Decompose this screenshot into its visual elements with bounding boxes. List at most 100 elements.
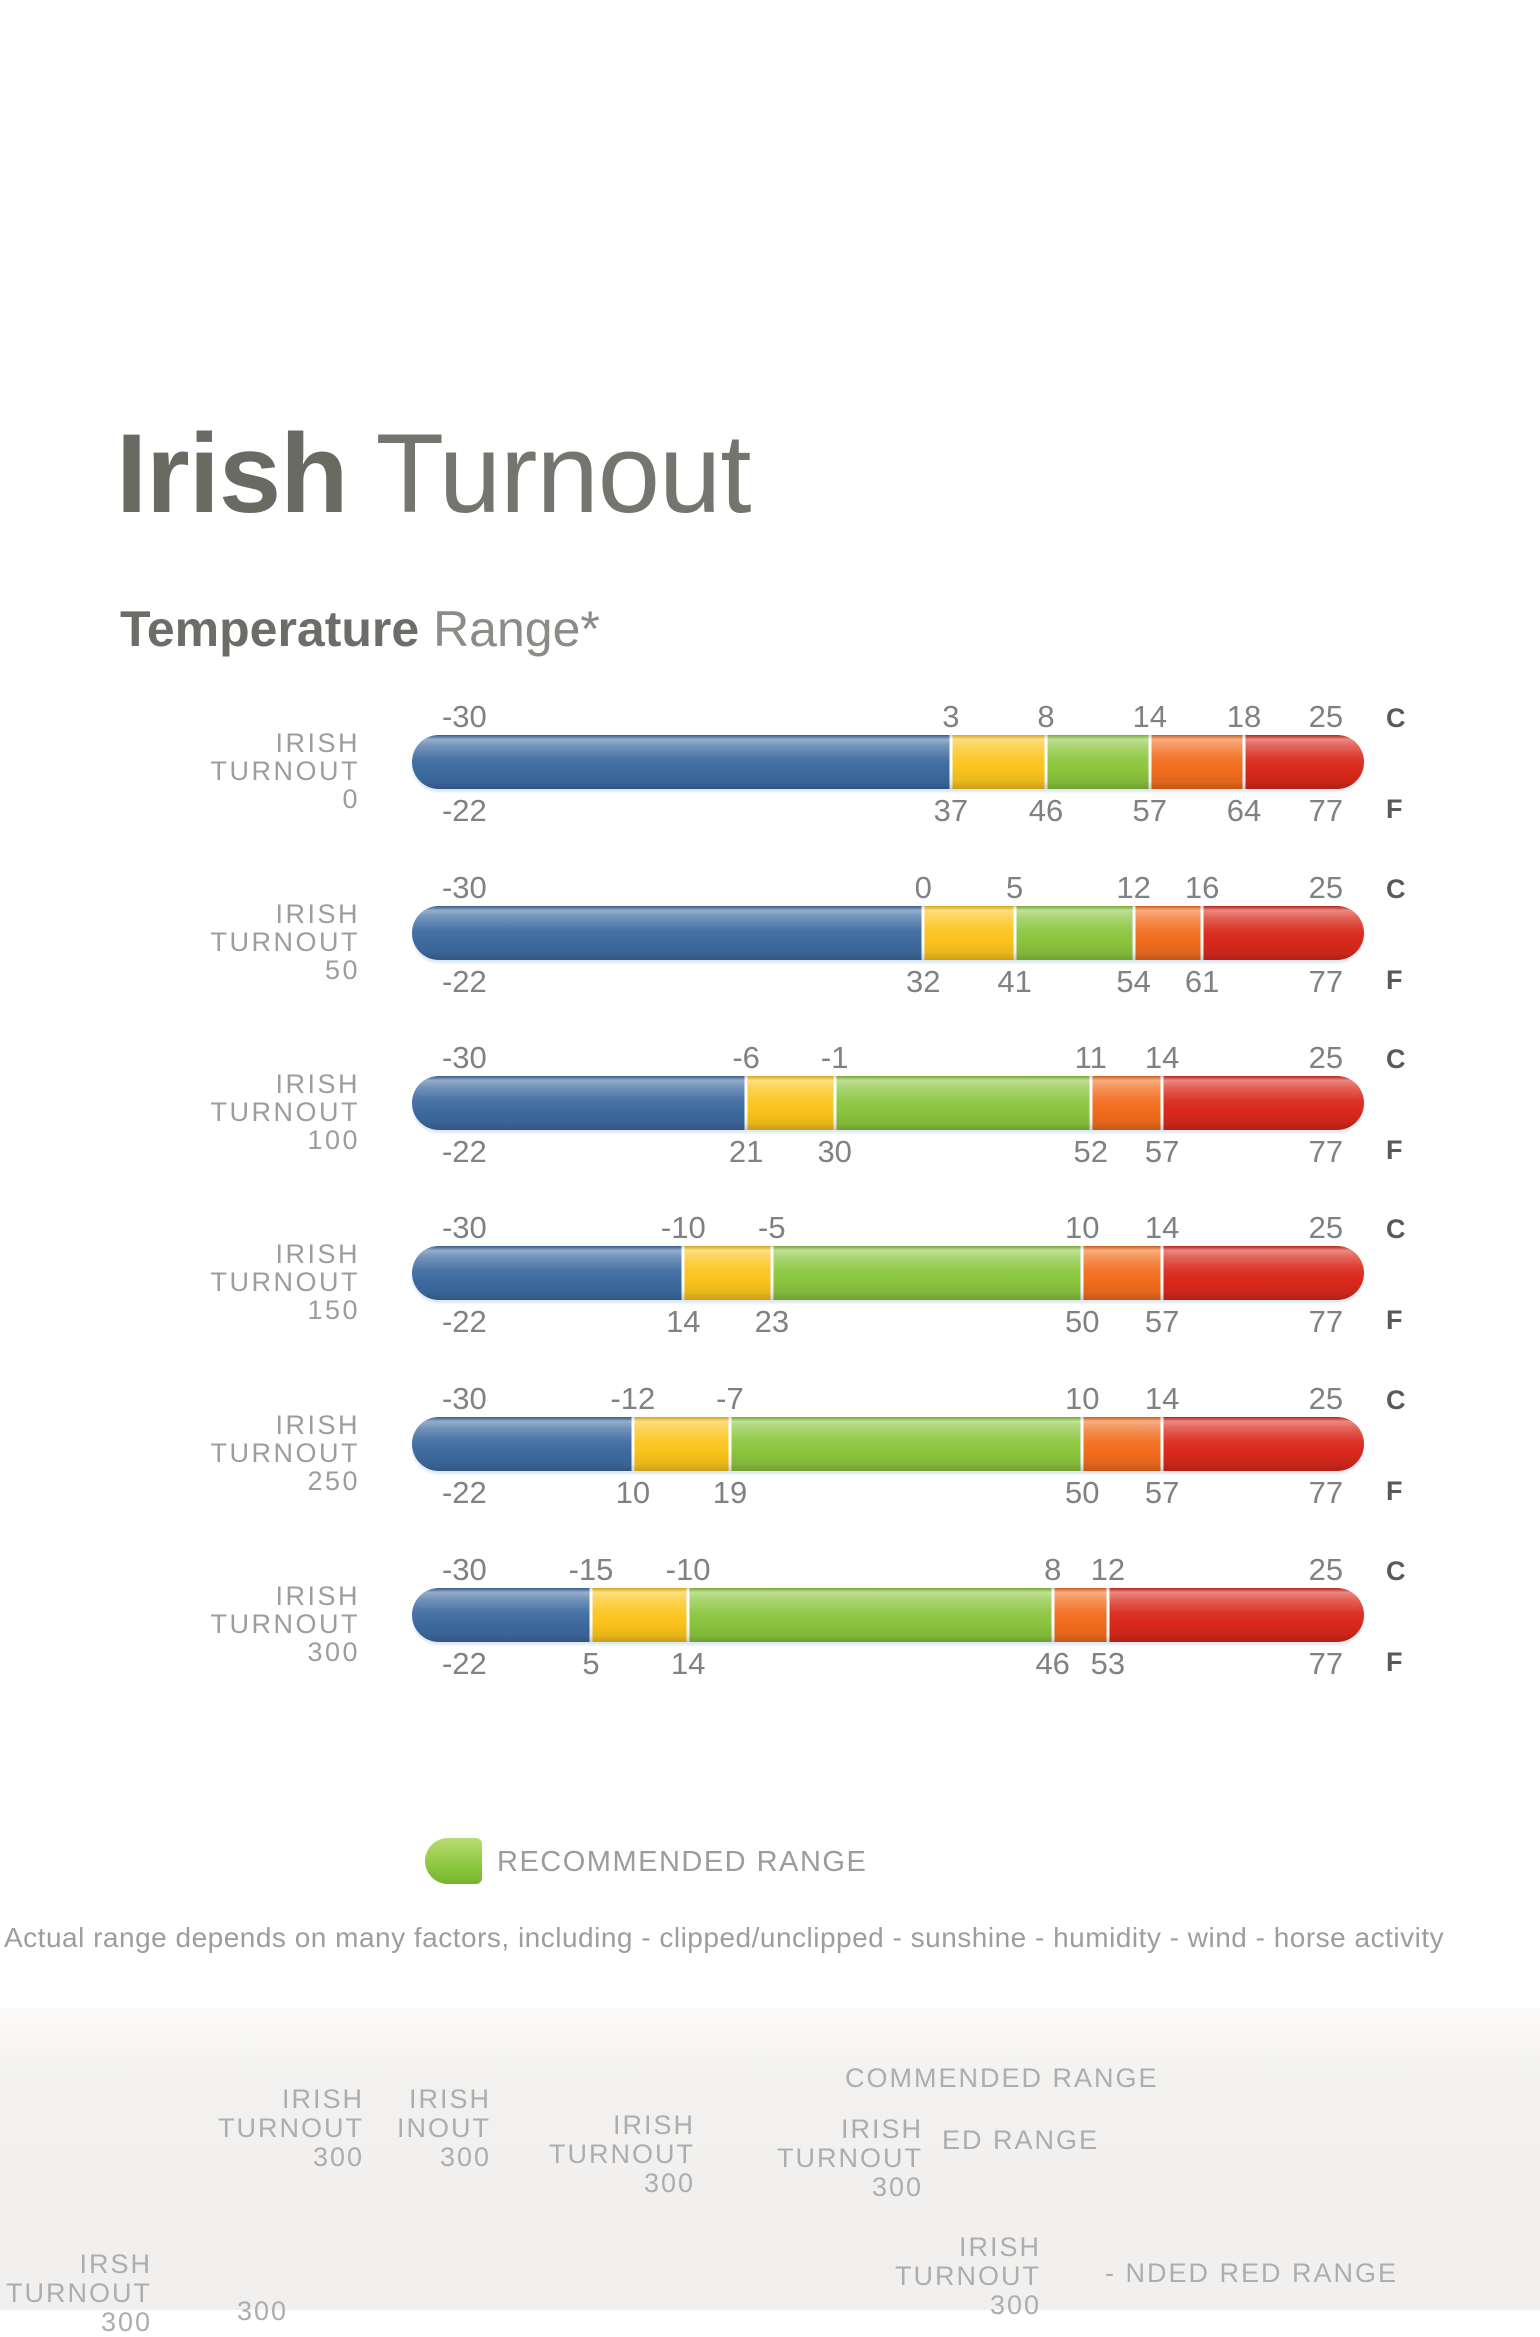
temperature-segment-orange [1082, 1246, 1163, 1300]
ghost-text-line: 300 [989, 2290, 1041, 2320]
ghost-text: IRISH TURNOUT 300 [549, 2111, 695, 2198]
celsius-value: 0 [914, 870, 932, 905]
product-label: IRISH TURNOUT 100 [58, 1070, 360, 1154]
celsius-value: 18 [1226, 699, 1262, 734]
celsius-value: 12 [1090, 1552, 1126, 1587]
segment-separator [770, 1246, 774, 1300]
fahrenheit-value: 41 [997, 964, 1032, 999]
chart-subtitle: Temperature Range* [120, 598, 600, 661]
celsius-value: -12 [610, 1381, 656, 1416]
temperature-segment-yellow [923, 906, 1015, 960]
ghost-text: ED RANGE [942, 2125, 1100, 2155]
segment-separator [1200, 906, 1204, 960]
temperature-bar [412, 735, 1364, 789]
segment-separator [728, 1417, 732, 1471]
temperature-segment-orange [1133, 906, 1203, 960]
ghost-text-line: TURNOUT [549, 2139, 695, 2169]
temperature-segment-red [1162, 1417, 1364, 1471]
ghost-text-line: 300 [312, 2142, 364, 2172]
segment-separator [1242, 735, 1246, 789]
recommended-range-label: RECOMMENDED RANGE [497, 1846, 868, 1878]
fahrenheit-value: 77 [1308, 793, 1344, 828]
celsius-value: 25 [1308, 1552, 1344, 1587]
ghost-text-line: 300 [871, 2172, 923, 2202]
temperature-segment-green-recommended [834, 1076, 1091, 1130]
celsius-value: -30 [441, 870, 487, 905]
product-label-line: IRISH [275, 1239, 360, 1269]
temperature-segment-yellow [590, 1588, 689, 1642]
segment-separator [1160, 1417, 1164, 1471]
product-label-line: IRISH [275, 1581, 360, 1611]
ghost-text-line: TURNOUT [218, 2113, 364, 2143]
temperature-segment-red [1162, 1246, 1364, 1300]
celsius-value: 14 [1132, 699, 1168, 734]
product-label: IRISH TURNOUT 150 [58, 1240, 360, 1324]
page-title: Irish Turnout [116, 404, 751, 544]
unit-celsius: C [1386, 1556, 1406, 1586]
recommended-range-swatch [425, 1838, 482, 1884]
unit-fahrenheit: F [1386, 1135, 1403, 1165]
temperature-segment-blue [412, 1246, 684, 1300]
temperature-segment-green-recommended [1046, 735, 1150, 789]
celsius-value: 8 [1044, 1552, 1062, 1587]
fahrenheit-value: 46 [1035, 1646, 1070, 1681]
fahrenheit-value: -22 [441, 793, 487, 828]
fahrenheit-value: 10 [615, 1475, 651, 1510]
celsius-value: 14 [1144, 1040, 1180, 1075]
fahrenheit-value: 61 [1184, 964, 1220, 999]
temperature-segment-blue [412, 735, 951, 789]
product-label-line: IRISH [275, 899, 360, 929]
product-label-line: TURNOUT [210, 1438, 360, 1468]
segment-separator [1080, 1417, 1084, 1471]
celsius-value: 11 [1074, 1040, 1107, 1075]
fahrenheit-value: -22 [441, 1475, 487, 1510]
fahrenheit-value: 52 [1073, 1134, 1109, 1169]
celsius-value: -5 [758, 1210, 786, 1245]
unit-fahrenheit: F [1386, 1476, 1403, 1506]
segment-separator [1051, 1588, 1055, 1642]
celsius-value: 25 [1308, 1210, 1344, 1245]
fahrenheit-value: -22 [441, 1134, 487, 1169]
segment-separator [1160, 1076, 1164, 1130]
segment-separator [921, 906, 925, 960]
ghost-text: IRSH TURNOUT 300 [6, 2250, 152, 2337]
product-label-line: IRISH [275, 728, 360, 758]
temperature-segment-orange [1090, 1076, 1163, 1130]
celsius-value: -30 [441, 1040, 487, 1075]
unit-celsius: C [1386, 1214, 1406, 1244]
celsius-value: 5 [1005, 870, 1024, 905]
unit-fahrenheit: F [1386, 1305, 1403, 1335]
product-label: IRISH TURNOUT 300 [58, 1582, 360, 1666]
ghost-text-line: 300 [643, 2168, 695, 2198]
ghost-text: IRISH TURNOUT 300 [218, 2085, 364, 2172]
temperature-segment-blue [412, 906, 924, 960]
ghost-text-line: TURNOUT [6, 2278, 152, 2308]
fahrenheit-value: 53 [1090, 1646, 1126, 1681]
fahrenheit-value: 30 [817, 1134, 852, 1169]
fahrenheit-value: -22 [441, 964, 487, 999]
product-label: IRISH TURNOUT 250 [58, 1411, 360, 1495]
celsius-value: -10 [665, 1552, 711, 1587]
product-label-line: TURNOUT [210, 1097, 360, 1127]
unit-celsius: C [1386, 874, 1406, 904]
temperature-segment-red [1202, 906, 1364, 960]
fahrenheit-value: 77 [1308, 1134, 1344, 1169]
product-label-line: 150 [307, 1295, 360, 1325]
ghost-text-line: IRISH [958, 2232, 1041, 2262]
product-label: IRISH TURNOUT 0 [58, 729, 360, 813]
product-label-line: 100 [307, 1125, 360, 1155]
unit-celsius: C [1386, 1385, 1406, 1415]
celsius-value: -6 [732, 1040, 760, 1075]
temperature-segment-green-recommended [1014, 906, 1134, 960]
segment-separator [1106, 1588, 1110, 1642]
fahrenheit-value: 21 [728, 1134, 764, 1169]
temperature-segment-red [1162, 1076, 1364, 1130]
celsius-value: 25 [1308, 1040, 1344, 1075]
ghost-text: 300 [237, 2296, 289, 2326]
celsius-value: -15 [568, 1552, 614, 1587]
ghost-text-line: IRISH [281, 2084, 364, 2114]
celsius-value: -30 [441, 1210, 487, 1245]
product-label-line: 300 [307, 1637, 360, 1667]
fahrenheit-value: 54 [1116, 964, 1151, 999]
ghost-text-line: 300 [439, 2142, 491, 2172]
